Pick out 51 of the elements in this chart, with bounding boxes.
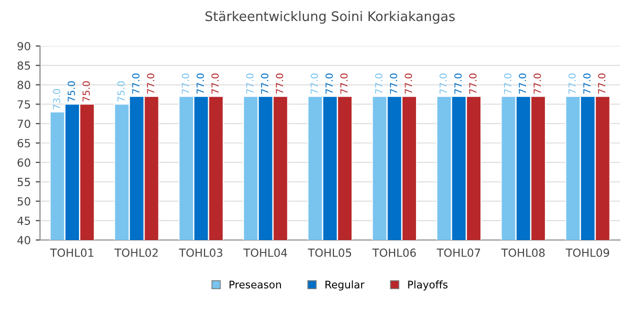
legend-label: Preseason — [230, 280, 281, 288]
x-tick-label: TOHL09 — [566, 248, 610, 257]
data-label: 77.0 — [211, 74, 219, 94]
data-label: 77.0 — [598, 74, 606, 94]
x-tick-label: TOHL01 — [50, 248, 94, 257]
x-tick-label: TOHL05 — [308, 248, 352, 257]
data-label: 77.0 — [196, 74, 204, 94]
x-tick-label: TOHL08 — [501, 248, 545, 257]
data-label: 77.0 — [469, 74, 477, 94]
data-label: 77.0 — [504, 74, 512, 94]
data-label: 77.0 — [583, 74, 591, 94]
y-tick-label: 60 — [18, 158, 30, 167]
y-tick-label: 55 — [18, 178, 30, 186]
y-tick-label: 50 — [18, 197, 30, 206]
data-label: 77.0 — [132, 74, 140, 94]
data-label: 77.0 — [568, 74, 576, 94]
y-tick-label: 45 — [17, 216, 30, 225]
y-tick-label: 85 — [18, 61, 30, 70]
y-tick-label: 70 — [18, 120, 30, 128]
x-tick-label: TOHL04 — [243, 248, 288, 257]
x-tick-label: TOHL07 — [436, 248, 480, 257]
data-label: 75.0 — [68, 81, 76, 102]
x-tick-label: TOHL02 — [114, 248, 158, 257]
data-label: 77.0 — [440, 74, 447, 94]
data-label: 73.0 — [52, 89, 60, 110]
y-tick-label: 75 — [18, 100, 30, 109]
data-label: 77.0 — [261, 74, 268, 94]
data-label: 77.0 — [276, 74, 284, 94]
data-label: 77.0 — [454, 74, 462, 94]
y-tick-label: 65 — [18, 138, 30, 148]
y-tick-label: 90 — [18, 42, 30, 50]
x-tick-label: TOHL06 — [372, 248, 416, 257]
legend-label: Regular — [326, 280, 364, 290]
data-label: 77.0 — [518, 74, 526, 94]
data-label: 75.0 — [82, 81, 90, 102]
data-label: 77.0 — [310, 74, 318, 94]
data-label: 77.0 — [246, 74, 254, 94]
legend-label: Playoffs — [408, 280, 448, 290]
data-label: 77.0 — [390, 74, 398, 94]
data-label: 77.0 — [375, 74, 382, 94]
x-tick-label: TOHL03 — [178, 248, 222, 257]
y-tick-label: 80 — [18, 80, 30, 90]
data-label: 77.0 — [404, 74, 412, 94]
data-label: 77.0 — [182, 74, 190, 94]
data-label: 77.0 — [534, 74, 541, 94]
data-label: 77.0 — [325, 74, 333, 94]
chart-title: Stärkeentwicklung Soini Korkiakangas — [206, 10, 455, 24]
y-tick-label: 40 — [17, 236, 30, 244]
data-label: 77.0 — [340, 74, 348, 94]
data-label: 77.0 — [146, 74, 154, 94]
data-label: 75.0 — [117, 81, 125, 102]
